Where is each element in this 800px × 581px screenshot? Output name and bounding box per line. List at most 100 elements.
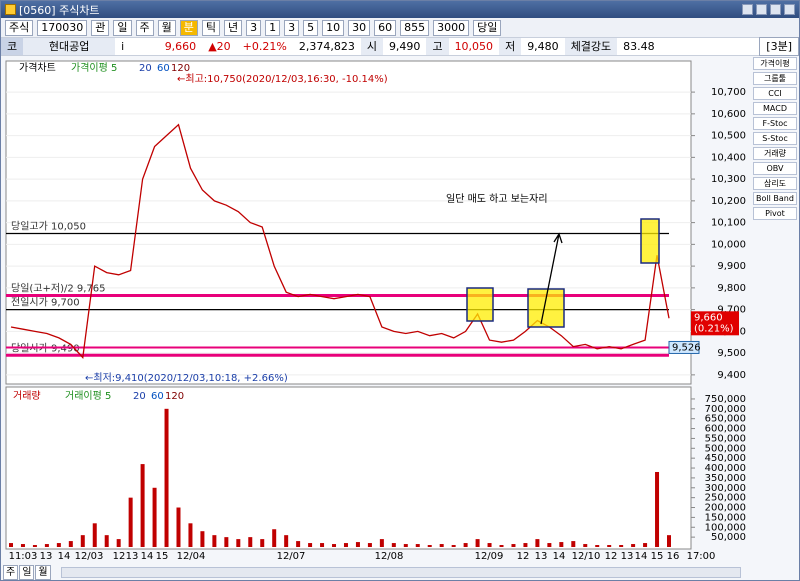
- y-tick-label: 750,000: [705, 394, 746, 405]
- side-tool[interactable]: S-Stoc: [753, 132, 797, 145]
- toolbar-item[interactable]: 855: [400, 19, 430, 36]
- reference-label: 전일시가 9,700: [11, 297, 80, 309]
- window-button[interactable]: [742, 4, 753, 15]
- x-tick-label: 13: [126, 551, 139, 562]
- volume-bar: [343, 543, 348, 547]
- side-tool[interactable]: OBV: [753, 162, 797, 175]
- x-tick-label: 11:03: [9, 551, 38, 562]
- y-tick-label: 10,700: [711, 87, 746, 98]
- legend-item: 가격차트: [19, 61, 56, 74]
- side-tool[interactable]: F-Stoc: [753, 117, 797, 130]
- x-tick-label: 12/03: [75, 551, 104, 562]
- low-note: ←최저:9,410(2020/12/03,10:18, +2.66%): [85, 372, 288, 384]
- volume-bar: [248, 537, 253, 547]
- volume-bar: [9, 543, 13, 547]
- x-tick-label: 12/08: [375, 551, 404, 562]
- info-field: 현대공업: [23, 38, 116, 55]
- y-tick-label: 400,000: [705, 463, 746, 474]
- toolbar-item[interactable]: 5: [303, 19, 319, 36]
- info-field: 2,374,823: [298, 40, 355, 53]
- info-field: 9,660: [164, 40, 197, 53]
- volume-bar: [631, 544, 636, 547]
- y-tick-label: 9,700: [717, 305, 746, 316]
- toolbar-item[interactable]: 60: [374, 19, 397, 36]
- side-tool[interactable]: 가격이평: [753, 57, 797, 70]
- volume-bar: [236, 539, 241, 547]
- volume-bar: [32, 545, 37, 547]
- quote-info: 코 현대공업 i 9,660 ▲20 +0.21% 2,374,823 시 9,490 고 10,0…: [1, 37, 799, 56]
- toolbar-item[interactable]: 3: [246, 19, 262, 36]
- volume-bar: [367, 543, 372, 547]
- volume-bar: [391, 543, 396, 547]
- window-button[interactable]: [784, 4, 795, 15]
- window-button[interactable]: [756, 4, 767, 15]
- toolbar-item[interactable]: 틱: [201, 19, 220, 36]
- side-tool[interactable]: Boll Band: [753, 192, 797, 205]
- y-tick-label: 10,600: [711, 109, 746, 120]
- volume-panel: [5, 386, 692, 550]
- title-bar: [0560] 주식차트: [1, 1, 799, 18]
- period-tab[interactable]: 일: [19, 565, 35, 580]
- highlight-box: [527, 288, 565, 328]
- volume-bar: [655, 471, 660, 547]
- toolbar-item[interactable]: 3: [284, 19, 300, 36]
- volume-bar: [152, 487, 157, 547]
- toolbar-item[interactable]: 일: [113, 19, 132, 36]
- toolbar-item[interactable]: 주식: [5, 19, 34, 36]
- y-tick-label: 550,000: [705, 433, 746, 444]
- volume-bar: [104, 535, 109, 547]
- app-icon: [5, 4, 16, 15]
- toolbar-item[interactable]: 당일: [473, 19, 502, 36]
- toolbar-item[interactable]: 년: [224, 19, 243, 36]
- price-line: [10, 123, 670, 359]
- legend-item: 120: [171, 63, 190, 74]
- volume-bar: [188, 523, 193, 547]
- side-tool[interactable]: 그룹툴: [753, 72, 797, 85]
- window-button[interactable]: [770, 4, 781, 15]
- volume-bar: [667, 535, 671, 547]
- info-field: 시: [360, 38, 383, 55]
- volume-bar: [284, 535, 289, 547]
- volume-bar: [212, 535, 217, 547]
- toolbar-item[interactable]: 월: [157, 19, 176, 36]
- toolbar-item[interactable]: 관: [91, 19, 110, 36]
- x-tick-label: 16: [667, 551, 680, 562]
- x-tick-label: 17:00: [687, 551, 716, 562]
- x-tick-label: 15: [651, 551, 664, 562]
- x-tick-label: 14: [58, 551, 71, 562]
- toolbar-item[interactable]: 분: [179, 19, 198, 36]
- side-tool[interactable]: Pivot: [753, 207, 797, 220]
- toolbar-item[interactable]: 3000: [433, 19, 470, 36]
- y-tick-label: 9,400: [717, 370, 746, 381]
- side-tool[interactable]: CCI: [753, 87, 797, 100]
- volume-bar: [583, 544, 588, 547]
- arrow: [540, 232, 563, 325]
- toolbar-item[interactable]: 10: [322, 19, 345, 36]
- toolbar-item[interactable]: 1: [265, 19, 281, 36]
- toolbar-item[interactable]: 주: [135, 19, 154, 36]
- legend-item: 가격이평 5: [71, 61, 117, 74]
- side-tool[interactable]: 거래량: [753, 147, 797, 160]
- x-tick-label: 12: [517, 551, 530, 562]
- toolbar-item[interactable]: 170030: [37, 19, 88, 36]
- legend-item: 120: [165, 391, 184, 402]
- side-tool[interactable]: MACD: [753, 102, 797, 115]
- volume-bar: [535, 539, 540, 547]
- volume-bar: [68, 541, 73, 547]
- period-tab[interactable]: 주: [3, 565, 19, 580]
- y-tick-label: 600,000: [705, 424, 746, 435]
- volume-bar: [523, 543, 528, 547]
- x-tick-label: 13: [535, 551, 548, 562]
- side-tool[interactable]: 삼리도: [753, 177, 797, 190]
- x-tick-label: 12/10: [572, 551, 601, 562]
- y-tick-label: 200,000: [705, 503, 746, 514]
- volume-bar: [463, 543, 468, 547]
- volume-bar: [475, 539, 480, 547]
- x-tick-label: 14: [553, 551, 566, 562]
- period-tab[interactable]: 월: [35, 565, 51, 580]
- x-tick-label: 13: [621, 551, 634, 562]
- window-buttons: [742, 4, 799, 15]
- y-tick-label: 150,000: [705, 512, 746, 523]
- toolbar-item[interactable]: 30: [348, 19, 371, 36]
- scrollbar[interactable]: [61, 567, 741, 578]
